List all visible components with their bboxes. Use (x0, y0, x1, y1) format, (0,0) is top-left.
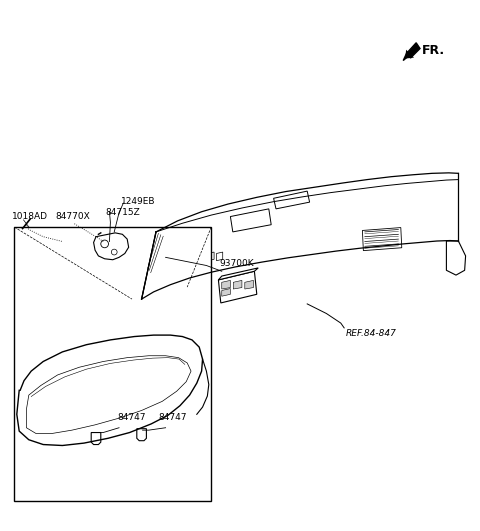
Text: 1018AD: 1018AD (12, 212, 48, 221)
Text: 84770X: 84770X (55, 212, 90, 221)
Text: 84747: 84747 (118, 413, 146, 422)
Polygon shape (218, 271, 257, 303)
Text: 84747: 84747 (158, 413, 187, 422)
Polygon shape (222, 280, 230, 289)
Text: FR.: FR. (421, 44, 444, 57)
Text: REF.84-847: REF.84-847 (346, 329, 396, 338)
Polygon shape (233, 280, 242, 289)
Polygon shape (142, 242, 173, 295)
Text: 1249EB: 1249EB (121, 198, 156, 207)
Polygon shape (218, 268, 258, 280)
Text: 93700K: 93700K (220, 259, 254, 268)
Text: 84715Z: 84715Z (106, 208, 140, 217)
Polygon shape (222, 288, 230, 296)
Bar (14, 227, 211, 501)
Polygon shape (403, 43, 420, 61)
Polygon shape (245, 280, 253, 289)
